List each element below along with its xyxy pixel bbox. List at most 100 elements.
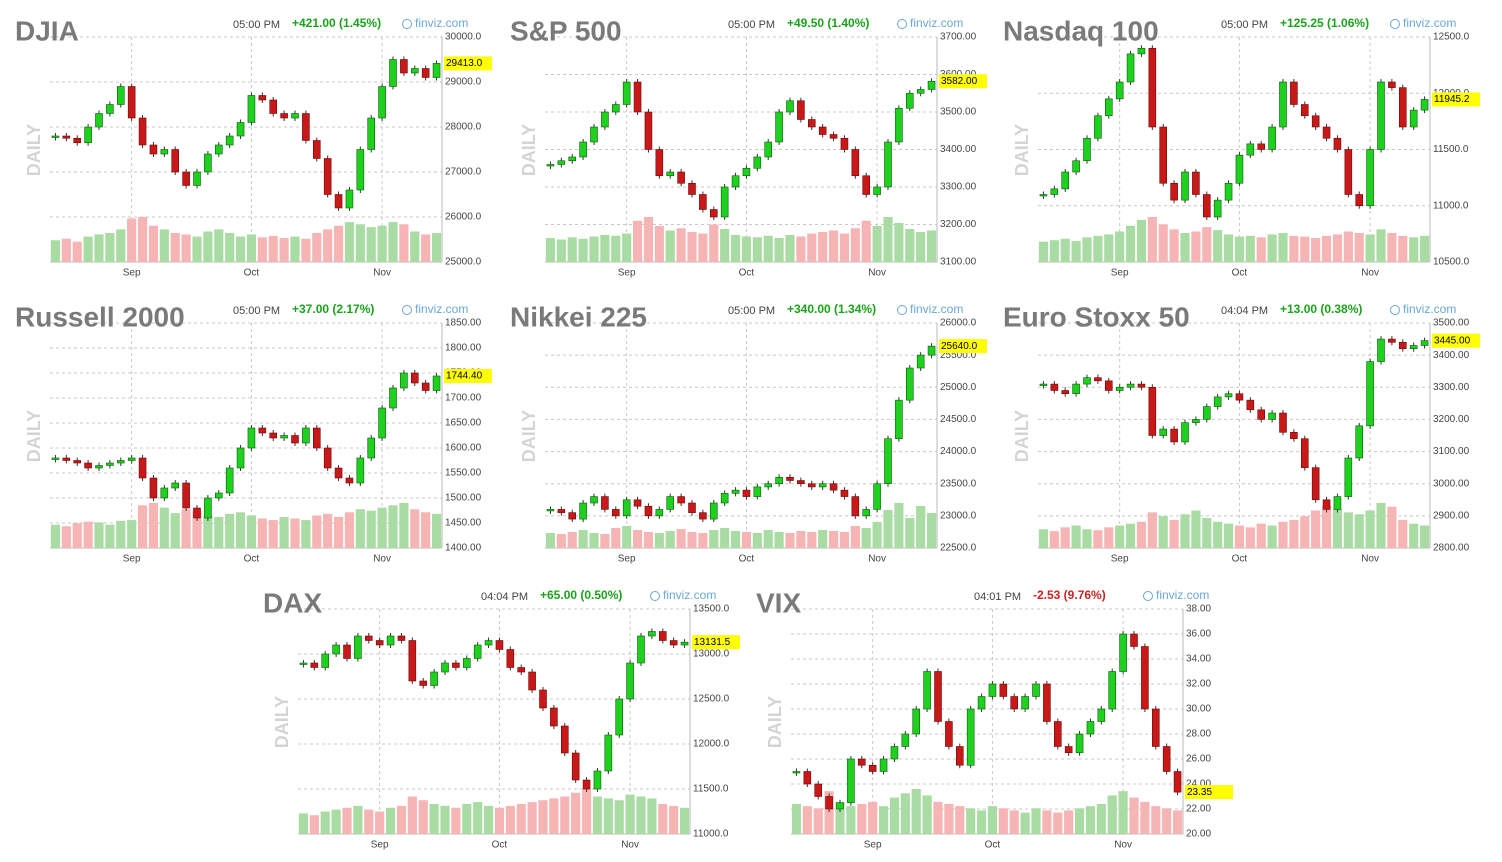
x-tick-label: Oct (244, 554, 260, 565)
volume-bar (192, 510, 202, 548)
candle (699, 512, 707, 520)
y-tick-label: 28.00 (1186, 729, 1211, 740)
volume-bar (687, 532, 697, 548)
volume-bar (483, 805, 494, 834)
volume-bar (894, 503, 904, 548)
y-tick-label: 3100.00 (1433, 446, 1470, 457)
candle (1115, 386, 1124, 391)
candle (699, 194, 707, 210)
chart-panel: DAILY 11000.0 11500.0 12000.0 12500.0 13000.0… (263, 587, 740, 851)
candle (560, 725, 569, 754)
price-label: 29413.0 (446, 58, 483, 69)
candle (1268, 412, 1276, 420)
volume-bar (926, 230, 937, 262)
volume-bar (741, 532, 752, 548)
candle (905, 367, 914, 401)
y-tick-label: 32.00 (1186, 679, 1211, 690)
volume-bar (312, 232, 322, 262)
candle (677, 496, 685, 504)
volume-bar (872, 226, 882, 262)
candle (332, 644, 340, 655)
x-tick-label: Sep (123, 268, 141, 279)
volume-bar (431, 513, 442, 548)
candle (321, 653, 330, 668)
candle (1333, 496, 1342, 510)
candle (400, 372, 408, 389)
candle (1420, 340, 1429, 346)
volume-bar (1074, 808, 1085, 834)
volume-bar (589, 236, 599, 262)
volume-bar (813, 808, 823, 834)
candle (127, 457, 136, 461)
candle (611, 509, 620, 517)
volume-bar (50, 524, 61, 548)
candle (1388, 81, 1396, 88)
price-label-box (939, 74, 987, 89)
y-tick-label: 1850.00 (445, 318, 482, 329)
volume-bar (105, 524, 115, 548)
candle (343, 644, 351, 659)
candle (1311, 467, 1320, 501)
volume-bar (839, 233, 850, 262)
volume-bar (676, 228, 686, 262)
candle (354, 635, 362, 659)
y-tick-label: 13000.0 (693, 649, 730, 660)
volume-bar (556, 534, 566, 548)
volume-bar (235, 236, 246, 262)
y-tick-label: 30000.0 (445, 32, 482, 43)
y-tick-label: 23000.0 (940, 510, 977, 521)
volume-bar (774, 238, 784, 262)
volume-bar (538, 800, 548, 834)
x-tick-label: Sep (864, 840, 882, 851)
volume-bar (1071, 240, 1081, 262)
volume-bar (1180, 232, 1190, 262)
candle (1311, 115, 1320, 128)
candle (302, 113, 310, 141)
volume-bar (1398, 519, 1408, 548)
volume-bar (556, 239, 566, 262)
volume-bar (752, 533, 762, 548)
volume-bar (1376, 503, 1386, 548)
volume-bar (1398, 235, 1408, 262)
x-tick-label: Nov (373, 268, 391, 279)
y-tick-label: 1650.00 (445, 418, 482, 429)
volume-bar (1172, 810, 1183, 834)
volume-bar (116, 520, 126, 548)
volume-bar (614, 800, 624, 834)
candle (764, 483, 773, 488)
volume-bar (796, 531, 806, 548)
watermark: DAILY (24, 410, 44, 462)
watermark: DAILY (1012, 124, 1032, 176)
candle (807, 119, 816, 128)
y-tick-label: 1400.00 (445, 543, 482, 554)
candle (934, 671, 942, 722)
time: 05:00 PM (233, 305, 280, 317)
candle (1050, 383, 1059, 391)
volume-bar (796, 236, 806, 262)
candle (1097, 708, 1106, 722)
candle (517, 667, 526, 673)
chart-panel: DAILY 3100.00 3200.00 3300.00 3400.00 3500.00… (510, 15, 987, 279)
volume-bar (807, 532, 817, 548)
candle (312, 427, 321, 449)
candle (1130, 633, 1138, 647)
volume-bar (1343, 231, 1353, 262)
y-tick-label: 2900.00 (1433, 510, 1470, 521)
x-tick-label: Oct (739, 268, 755, 279)
candle (1246, 399, 1255, 411)
x-tick-label: Sep (618, 268, 636, 279)
volume-bar (1191, 231, 1201, 262)
chart-title: Nikkei 225 (510, 301, 647, 332)
candle (753, 486, 762, 497)
volume-bar (494, 807, 505, 834)
candle (1039, 194, 1048, 197)
candle (786, 476, 794, 481)
volume-bar (355, 224, 365, 262)
candle (51, 135, 60, 138)
candle (367, 437, 376, 459)
volume-bar (214, 229, 224, 262)
source-icon (897, 305, 907, 315)
candle (171, 149, 180, 173)
change: +37.00 (2.17%) (292, 302, 374, 316)
y-tick-label: 25000.0 (940, 382, 977, 393)
